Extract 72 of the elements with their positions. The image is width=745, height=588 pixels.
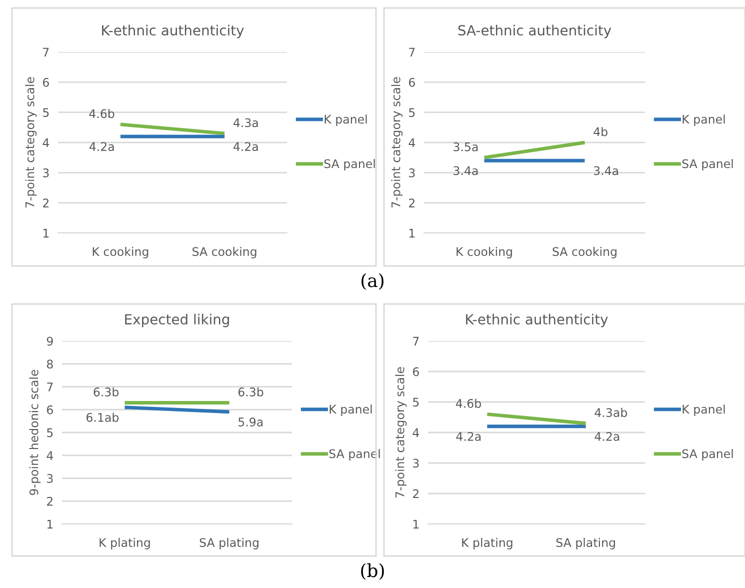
y-axis-title: 7-point category scale [391,77,403,208]
x-tick-label: SA cooking [192,246,256,258]
y-tick-label: 7 [43,48,49,56]
legend-label: SA panel [329,449,380,460]
data-label: 4.6b [89,108,114,118]
data-label: 4b [594,127,608,136]
data-label: 4.2a [594,432,620,441]
legend-label: K panel [682,404,725,416]
y-tick-label: 7 [47,382,53,392]
data-label: 4.3a [233,118,258,128]
data-label: 3.5a [454,142,478,152]
x-tick-label: K cooking [456,246,512,258]
y-tick-label: 6 [46,405,53,414]
chart-title: K-ethnic authenticity [466,314,608,328]
y-tick-label: 8 [46,360,53,369]
y-axis-title: 9-point hedonic scale [29,370,41,496]
y-tick-label: 1 [409,228,415,238]
y-axis-title: 7-point category scale [395,367,407,498]
y-tick-label: 5 [43,108,49,117]
x-tick-label: K plating [462,538,512,550]
y-tick-label: 2 [409,198,414,208]
chart-title: Expected liking [125,314,229,328]
y-tick-label: 4 [42,138,50,147]
data-label: 5.9a [238,418,263,426]
y-tick-label: 1 [47,520,53,528]
y-tick-label: 2 [413,489,418,498]
y-tick-label: 3 [409,168,415,178]
text: (b) [361,563,384,580]
y-tick-label: 7 [409,48,415,56]
y-axis-title: 7-point category scale [25,77,37,208]
y-tick-label: 6 [42,78,49,87]
data-label: 4.2a [89,142,114,152]
chart-title: K-ethnic authenticity [102,24,244,38]
y-tick-label: 1 [43,228,49,238]
data-label: 6.3b [238,387,264,396]
y-tick-label: 2 [43,198,48,208]
chart-title: SA-ethnic authenticity [458,24,612,38]
y-tick-label: 1 [413,520,419,528]
data-label: 4.3ab [594,408,628,418]
x-tick-label: SA plating [556,538,615,550]
y-tick-label: 4 [408,138,416,147]
y-tick-label: 5 [413,398,419,407]
legend-label: SA panel [324,159,375,170]
x-tick-label: SA plating [200,538,258,550]
text: (a) [362,273,384,290]
data-label: 3.4a [454,166,478,176]
legend-label: K panel [330,404,372,416]
y-tick-label: 5 [47,428,53,438]
x-tick-label: K plating [100,538,150,550]
y-tick-label: 3 [413,458,419,468]
data-label: 6.3b [94,387,119,396]
x-tick-label: SA cooking [552,246,616,258]
y-tick-label: 5 [409,108,415,117]
y-tick-label: 3 [43,168,49,178]
data-label: 4.2a [456,432,481,441]
y-tick-label: 9 [46,336,53,346]
x-tick-label: K cooking [92,246,148,258]
y-tick-label: 6 [412,367,419,376]
y-tick-label: 6 [408,78,415,87]
data-label: 4.2a [233,142,258,152]
legend-label: SA panel [682,449,733,460]
y-tick-label: 7 [413,336,419,346]
legend-label: SA panel [682,159,733,170]
y-tick-label: 4 [412,428,420,437]
y-tick-label: 3 [47,474,53,483]
legend-label: K panel [682,114,725,126]
data-label: 3.4a [594,166,618,176]
data-label: 6.1ab [86,412,119,422]
y-tick-label: 4 [46,451,54,460]
y-tick-label: 2 [47,496,52,506]
data-label: 4.6b [456,398,481,408]
legend-label: K panel [324,114,367,126]
